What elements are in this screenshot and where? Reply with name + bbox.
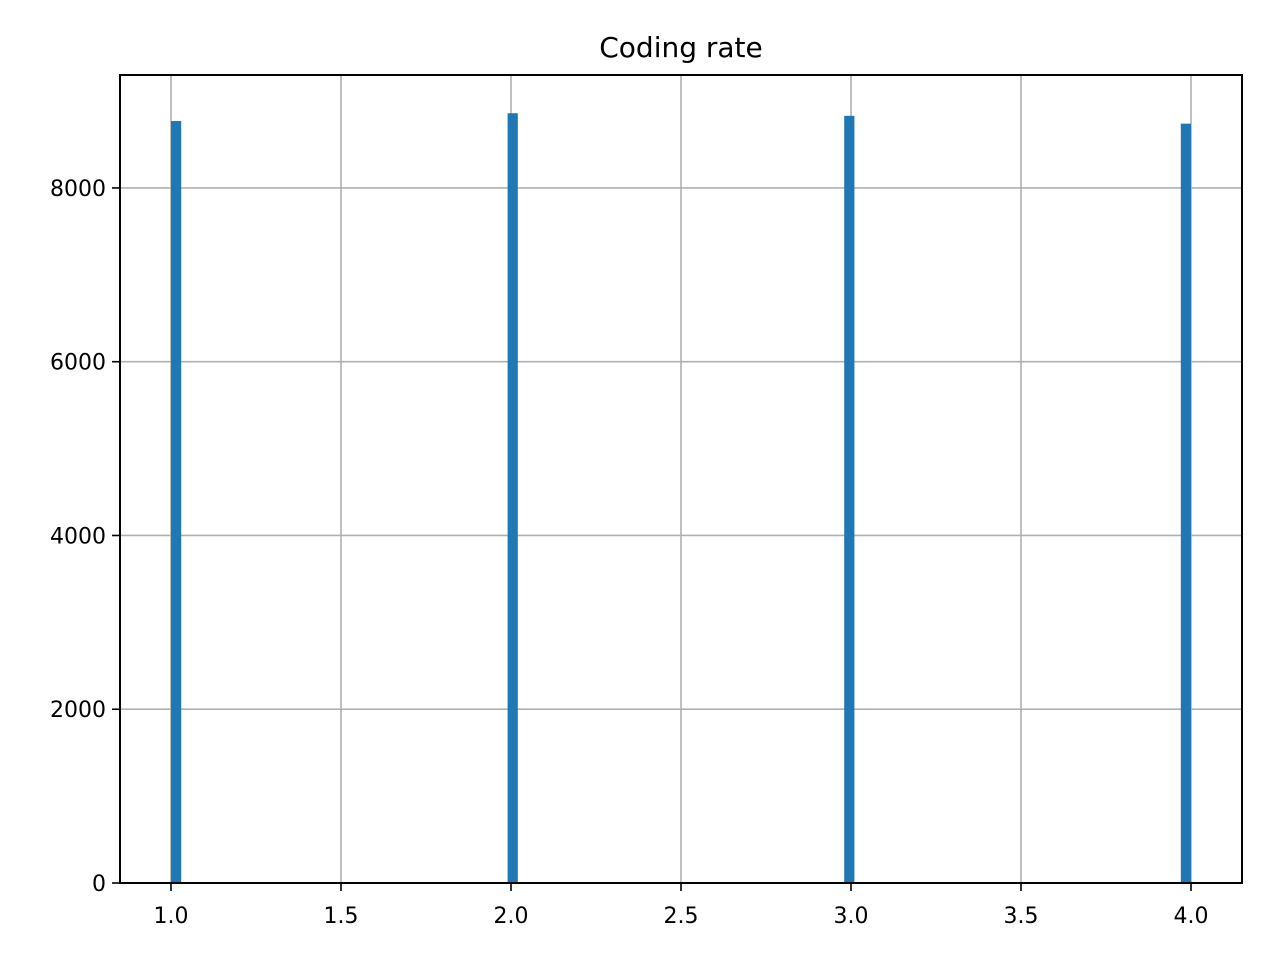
- x-tick-label: 2.0: [494, 904, 529, 929]
- y-tick-label: 0: [92, 872, 106, 897]
- x-tick-label: 1.0: [154, 904, 189, 929]
- x-tick-label: 3.0: [834, 904, 869, 929]
- y-tick-label: 2000: [50, 698, 106, 723]
- y-tick-label: 4000: [50, 524, 106, 549]
- x-tick-label: 3.5: [1004, 904, 1039, 929]
- tick-layer: 1.0 1.5 2.0 2.5 3.0 3.5 4.0 0 2000 4000 6000 8000: [50, 177, 1209, 929]
- histogram-bar: [507, 113, 518, 883]
- chart-title: Coding rate: [599, 31, 763, 64]
- y-tick-label: 6000: [50, 351, 106, 376]
- grid-layer: [120, 75, 1242, 884]
- x-tick-label: 4.0: [1174, 904, 1209, 929]
- x-tick-label: 2.5: [664, 904, 699, 929]
- y-tick-label: 8000: [50, 177, 106, 202]
- histogram-bar: [844, 115, 855, 883]
- x-tick-label: 1.5: [324, 904, 359, 929]
- histogram-bar: [1180, 123, 1191, 884]
- bar-layer: [171, 113, 1191, 884]
- histogram-bar: [171, 121, 182, 884]
